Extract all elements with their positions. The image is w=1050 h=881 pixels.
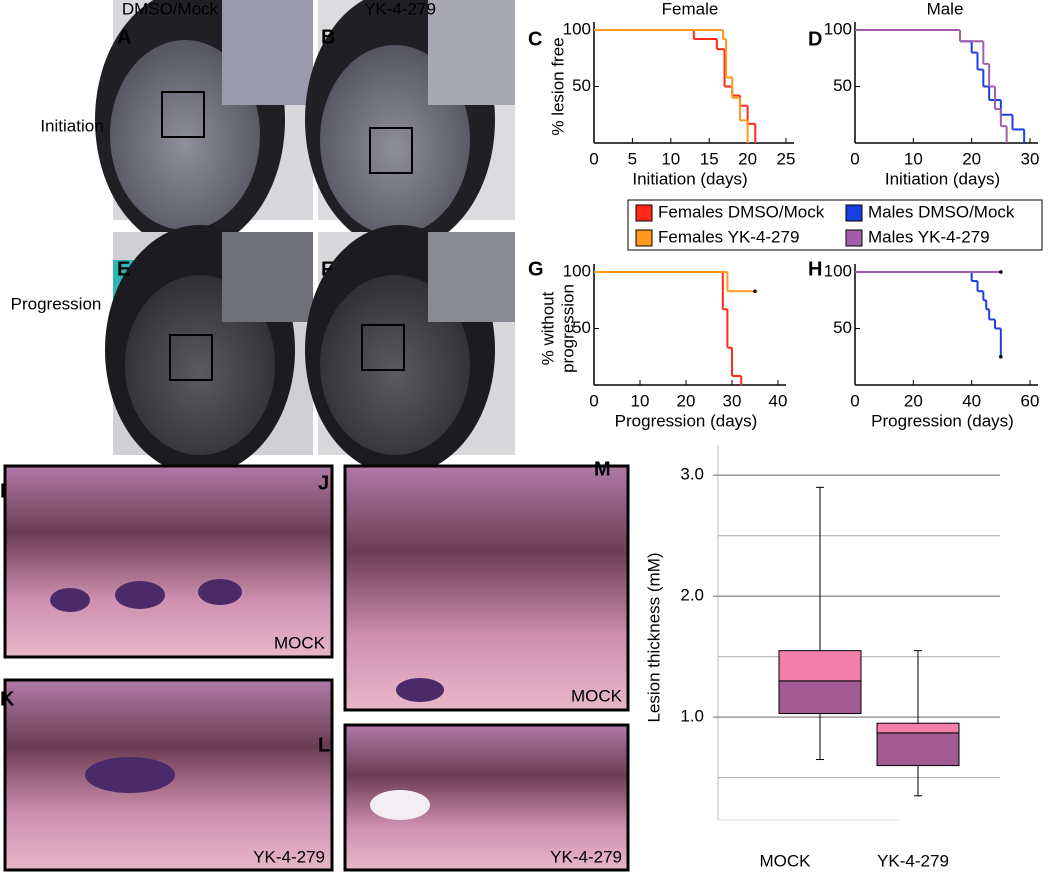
x-tick-label: 5 xyxy=(628,149,637,168)
x-tick-label: 20 xyxy=(738,149,757,168)
y-tick-label: 50 xyxy=(833,76,852,95)
y-tick-label: 100 xyxy=(824,19,852,38)
x-tick-label: 20 xyxy=(904,391,923,410)
legend-label: Females DMSO/Mock xyxy=(658,202,825,221)
legend-label: Males YK-4-279 xyxy=(868,227,990,246)
row-label: Progression xyxy=(11,294,102,313)
y-tick-label: 50 xyxy=(833,318,852,337)
photo-f xyxy=(305,225,515,475)
legend-swatch xyxy=(635,204,653,222)
x-axis-label: Progression (days) xyxy=(615,411,758,430)
x-axis-label: Progression (days) xyxy=(871,411,1014,430)
box-lower xyxy=(778,680,862,715)
photo-label: YK-4-279 xyxy=(550,847,622,866)
legend-swatch xyxy=(845,204,863,222)
x-tick-label: 10 xyxy=(631,391,650,410)
panel-letter: D xyxy=(808,28,822,50)
x-tick-label: 40 xyxy=(962,391,981,410)
y-axis-label: Lesion thickness (mM) xyxy=(644,552,663,722)
x-tick-label: 30 xyxy=(723,391,742,410)
km-end xyxy=(999,270,1003,274)
photo-label: MOCK xyxy=(571,686,623,705)
x-tick-label: 30 xyxy=(1021,149,1040,168)
box-lower xyxy=(876,732,960,767)
x-tick-label: 20 xyxy=(677,391,696,410)
y-axis-label: % without xyxy=(538,291,557,365)
legend-swatch xyxy=(845,229,863,247)
box-upper xyxy=(778,650,862,682)
row-label: Initiation xyxy=(40,116,103,135)
y-tick-label: 1.0 xyxy=(680,707,704,726)
chart-title: Female xyxy=(662,0,719,18)
x-tick-label: 25 xyxy=(777,149,796,168)
panel-letter: L xyxy=(318,734,330,756)
legend-box xyxy=(627,199,1043,251)
panel-letter: F xyxy=(321,258,333,280)
panel-letter: I xyxy=(0,480,6,502)
x-tick-label: 10 xyxy=(661,149,680,168)
photo-label: YK-4-279 xyxy=(253,847,325,866)
x-axis-label: Initiation (days) xyxy=(632,169,747,188)
legend-label: Males DMSO/Mock xyxy=(868,202,1015,221)
panel-letter: B xyxy=(321,26,335,48)
km-end xyxy=(753,289,757,294)
x-tick-label: 40 xyxy=(769,391,788,410)
legend-swatch xyxy=(635,229,653,247)
x-tick-label: 20 xyxy=(962,149,981,168)
histology-i xyxy=(3,464,334,659)
histology-l xyxy=(343,723,630,872)
x-tick-label: 0 xyxy=(589,149,598,168)
column-header: DMSO/Mock xyxy=(122,0,219,18)
panel-letter: C xyxy=(528,28,542,50)
panel-letter: M xyxy=(594,458,611,480)
x-tick-label: 0 xyxy=(589,391,598,410)
panel-letter: K xyxy=(0,688,15,710)
chart-title: Male xyxy=(927,0,964,18)
y-tick-label: 50 xyxy=(572,318,591,337)
km-end xyxy=(999,354,1003,359)
x-axis-label: Initiation (days) xyxy=(885,169,1000,188)
panel-letter: E xyxy=(117,258,130,280)
x-tick-label: MOCK xyxy=(760,851,812,870)
y-tick-label: 100 xyxy=(824,261,852,280)
histology-j xyxy=(343,464,630,712)
x-tick-label: YK-4-279 xyxy=(877,851,949,870)
photo-e xyxy=(105,225,313,475)
y-tick-label: 2.0 xyxy=(680,586,704,605)
photo-b xyxy=(305,0,515,250)
box-upper xyxy=(876,722,960,734)
y-tick-label: 100 xyxy=(563,261,591,280)
y-axis-label: % lesion free xyxy=(548,37,567,135)
x-tick-label: 60 xyxy=(1021,391,1040,410)
y-axis-label: progression xyxy=(558,284,577,373)
y-tick-label: 100 xyxy=(563,19,591,38)
x-tick-label: 0 xyxy=(850,391,859,410)
x-tick-label: 0 xyxy=(850,149,859,168)
legend-label: Females YK-4-279 xyxy=(658,227,799,246)
panel-letter: G xyxy=(528,258,544,280)
x-tick-label: 10 xyxy=(904,149,923,168)
histology-k xyxy=(3,678,334,872)
panel-letter: A xyxy=(117,26,131,48)
panel-letter: H xyxy=(808,258,822,280)
y-tick-label: 3.0 xyxy=(680,465,704,484)
column-header: YK-4-279 xyxy=(364,0,436,18)
y-tick-label: 50 xyxy=(572,76,591,95)
photo-label: MOCK xyxy=(274,633,326,652)
panel-letter: J xyxy=(318,472,329,494)
x-tick-label: 15 xyxy=(700,149,719,168)
photo-a xyxy=(95,0,313,250)
